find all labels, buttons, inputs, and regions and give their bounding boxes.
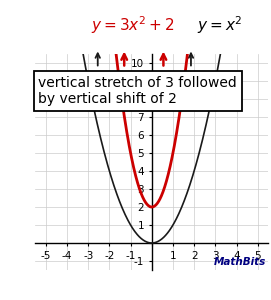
Text: $y = x^2$: $y = x^2$ [197,14,242,36]
Text: $y = 3x^2 + 2$: $y = 3x^2 + 2$ [91,14,175,36]
Text: vertical stretch of 3 followed
by vertical shift of 2: vertical stretch of 3 followed by vertic… [38,76,237,106]
Text: MathBits: MathBits [214,257,266,267]
